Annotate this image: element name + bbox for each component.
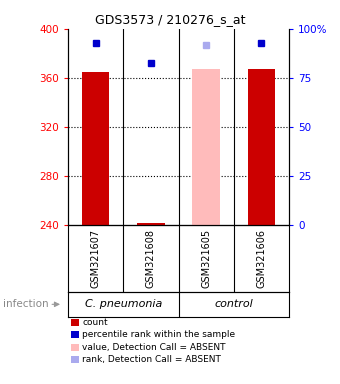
Bar xyxy=(82,72,109,225)
Text: C. pneumonia: C. pneumonia xyxy=(85,299,162,310)
Text: GSM321607: GSM321607 xyxy=(91,229,101,288)
Bar xyxy=(137,223,165,225)
Text: infection: infection xyxy=(3,299,49,310)
Text: control: control xyxy=(215,299,253,310)
Bar xyxy=(192,69,220,225)
Text: GSM321605: GSM321605 xyxy=(201,229,211,288)
Bar xyxy=(248,69,275,225)
Text: value, Detection Call = ABSENT: value, Detection Call = ABSENT xyxy=(82,343,226,352)
Text: GSM321608: GSM321608 xyxy=(146,229,156,288)
Text: percentile rank within the sample: percentile rank within the sample xyxy=(82,330,235,339)
Text: GSM321606: GSM321606 xyxy=(256,229,266,288)
Text: GDS3573 / 210276_s_at: GDS3573 / 210276_s_at xyxy=(95,13,245,26)
Text: rank, Detection Call = ABSENT: rank, Detection Call = ABSENT xyxy=(82,355,221,364)
Text: count: count xyxy=(82,318,108,327)
